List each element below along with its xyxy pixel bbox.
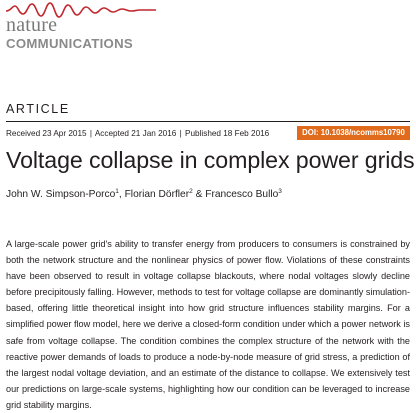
author-name[interactable]: Francesco Bullo [205,189,279,200]
signal-wave-logo-icon [6,2,156,18]
header-divider [6,121,410,122]
date-separator: | [179,129,182,138]
published-date: Published 18 Feb 2016 [185,129,270,138]
author-affiliation: 3 [278,188,282,195]
doi-badge[interactable]: DOI: 10.1038/ncomms10790 [297,126,410,140]
accepted-date: Accepted 21 Jan 2016 [94,129,177,138]
abstract-text: A large-scale power grid's ability to tr… [6,239,410,410]
date-separator: | [89,129,92,138]
author-affiliation: 1 [115,188,119,195]
author-separator: , [118,189,125,200]
author-affiliation: 2 [189,188,193,195]
received-date: Received 23 Apr 2015 [6,129,87,138]
article-type-label: ARTICLE [6,102,70,116]
journal-masthead: nature COMMUNICATIONS [6,2,156,54]
author-separator: & [192,189,206,200]
brand-communications: COMMUNICATIONS [6,36,134,51]
author-name[interactable]: Florian Dörfler [124,189,190,200]
brand-nature: nature [6,14,58,36]
author-list: John W. Simpson-Porco1, Florian Dörfler2… [6,185,282,201]
publication-dates: Received 23 Apr 2015 | Accepted 21 Jan 2… [6,129,269,139]
author-name[interactable]: John W. Simpson-Porco [6,189,116,200]
article-title: Voltage collapse in complex power grids [6,147,415,173]
